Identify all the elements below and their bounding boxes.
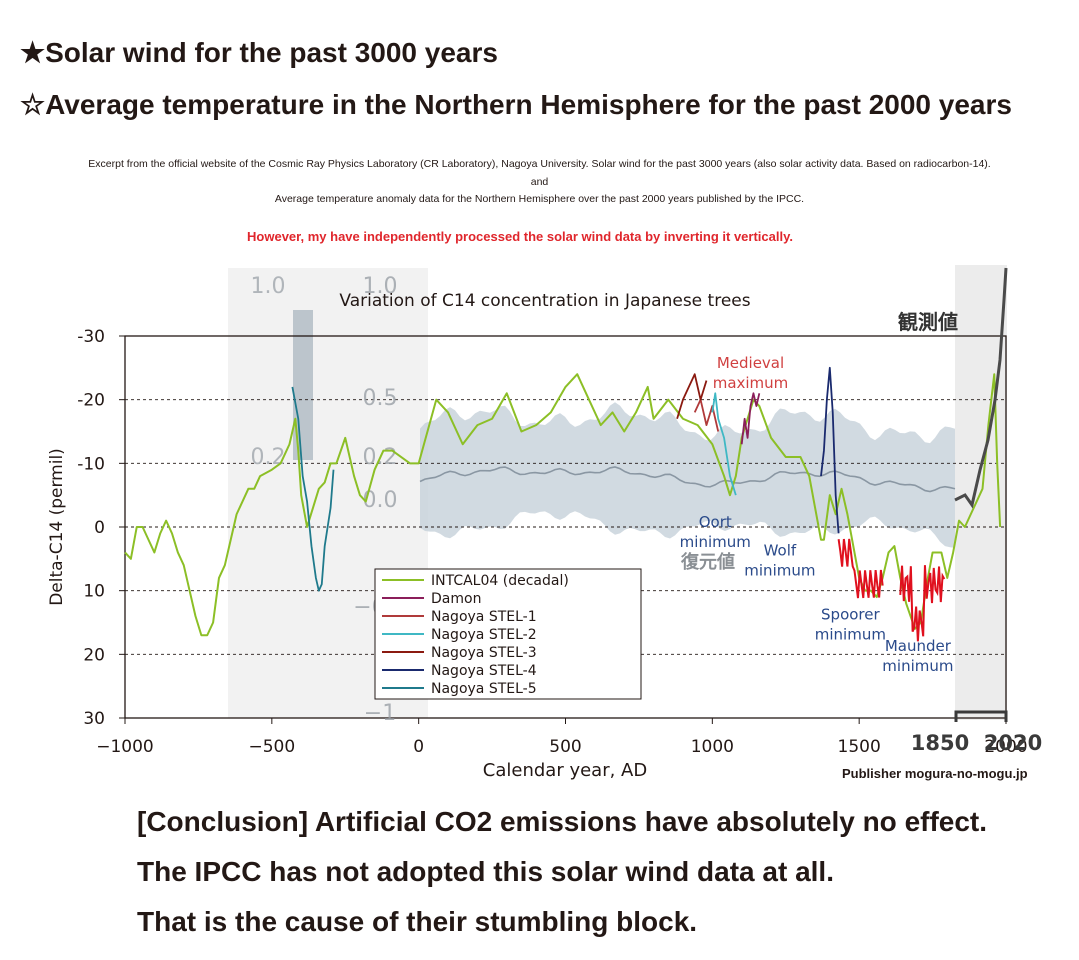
annotation-maunder-line: Maunder — [885, 637, 952, 655]
x-tick-label: 1000 — [691, 737, 734, 757]
overlay-tick-label: 1.0 — [363, 274, 398, 299]
annotation-oort-line: minimum — [680, 533, 751, 551]
legend-label: Nagoya STEL-3 — [431, 645, 537, 661]
overlay-tick-label: 0.2 — [251, 445, 286, 470]
y-tick-label: 0 — [94, 518, 105, 538]
series-line-nagoya-stel-4 — [820, 366, 840, 534]
x-tick-label: 500 — [549, 737, 581, 757]
series-line-damon — [740, 392, 761, 445]
year-mark-1850: 1850 — [911, 731, 969, 755]
conclusion-line-3: That is the cause of their stumbling blo… — [137, 906, 698, 937]
x-tick-label: 1500 — [838, 737, 881, 757]
x-tick-label: −1000 — [96, 737, 154, 757]
overlay-tick-label: 1.0 — [251, 274, 286, 299]
annotation-wolf: Wolf minimum — [744, 542, 815, 580]
red-overlay-spoorer — [837, 538, 884, 599]
observed-label: 観測値 — [898, 310, 958, 334]
chart-title: Variation of C14 concentration in Japane… — [339, 291, 750, 311]
annotation-medieval: Medieval maximum — [713, 354, 789, 392]
y-tick-label: -20 — [77, 391, 105, 411]
x-tick-label: 2000 — [984, 737, 1027, 757]
annotation-wolf-line: Wolf — [764, 542, 797, 560]
annotation-oort: Oort minimum — [680, 513, 751, 551]
y-tick-label: -30 — [77, 327, 105, 347]
annotation-wolf-line: minimum — [744, 562, 815, 580]
overlay-tick-label: 0.5 — [363, 386, 398, 411]
legend-label: Nagoya STEL-1 — [431, 609, 537, 625]
y-tick-label: -10 — [77, 454, 105, 474]
y-tick-label: 10 — [83, 582, 105, 602]
overlay-bar — [293, 310, 313, 460]
overlay-tick-label: −1 — [364, 701, 396, 726]
c14-chart: -30 -20 -10 0 10 20 30 −1000 −500 0 500 1000 1500 20… — [47, 265, 1043, 781]
series-line-nagoya-stel-5 — [291, 386, 335, 592]
x-axis-label: Calendar year, AD — [483, 760, 647, 781]
legend-label: Nagoya STEL-2 — [431, 627, 537, 643]
y-tick-label: 30 — [83, 709, 105, 729]
red-overlay-layer — [837, 538, 946, 642]
x-tick-label: 0 — [413, 737, 424, 757]
annotation-maunder-line: minimum — [882, 657, 953, 675]
legend-label: Damon — [431, 591, 481, 607]
series-line-nagoya-stel-3 — [676, 373, 708, 420]
series-layer — [124, 366, 1002, 637]
reconstructed-label: 復元値 — [680, 551, 735, 573]
legend-label: Nagoya STEL-4 — [431, 663, 537, 679]
source-note-line-2: and — [530, 176, 549, 188]
heading-solar-wind: ★Solar wind for the past 3000 years — [20, 37, 498, 68]
legend: INTCAL04 (decadal) Damon Nagoya STEL-1 Nago… — [382, 573, 569, 697]
publisher-credit: Publisher mogura-no-mogu.jp — [842, 766, 1028, 781]
observed-bracket — [954, 710, 1008, 722]
temperature-line — [419, 466, 956, 493]
red-overlay-maunder — [899, 565, 946, 642]
heading-temperature: ☆Average temperature in the Northern Hem… — [20, 89, 1012, 120]
conclusion-line-2: The IPCC has not adopted this solar wind… — [137, 856, 834, 887]
legend-label: INTCAL04 (decadal) — [431, 573, 569, 589]
series-line-nagoya-stel-1 — [693, 398, 720, 432]
annotation-spoorer-line: minimum — [815, 625, 886, 643]
legend-label: Nagoya STEL-5 — [431, 681, 537, 697]
annotation-maunder: Maunder minimum — [882, 637, 953, 675]
conclusion-line-1: [Conclusion] Artificial CO2 emissions ha… — [137, 806, 988, 837]
series-line-intcal04-decadal — [124, 373, 1002, 637]
source-note-line-1: Excerpt from the official website of the… — [88, 158, 991, 170]
annotation-spoorer: Spoorer minimum — [815, 605, 886, 643]
observed-temperature-line — [954, 267, 1008, 509]
x-tick-label: −500 — [248, 737, 295, 757]
year-mark-2020: 2020 — [984, 731, 1042, 755]
y-tick-label: 20 — [83, 645, 105, 665]
y-axis-label: Delta-C14 (permil) — [47, 448, 67, 606]
annotation-spoorer-line: Spoorer — [821, 605, 880, 623]
y-axis: -30 -20 -10 0 10 20 30 — [77, 327, 125, 729]
processing-note: However, my have independently processed… — [247, 229, 793, 244]
temperature-band — [420, 402, 955, 548]
series-line-nagoya-stel-2 — [711, 392, 737, 496]
annotation-medieval-line: Medieval — [717, 354, 784, 372]
source-note-line-3: Average temperature anomaly data for the… — [274, 193, 805, 205]
annotation-oort-line: Oort — [699, 513, 732, 531]
x-axis: −1000 −500 0 500 1000 1500 2000 — [96, 718, 1028, 757]
annotation-medieval-line: maximum — [713, 374, 789, 392]
